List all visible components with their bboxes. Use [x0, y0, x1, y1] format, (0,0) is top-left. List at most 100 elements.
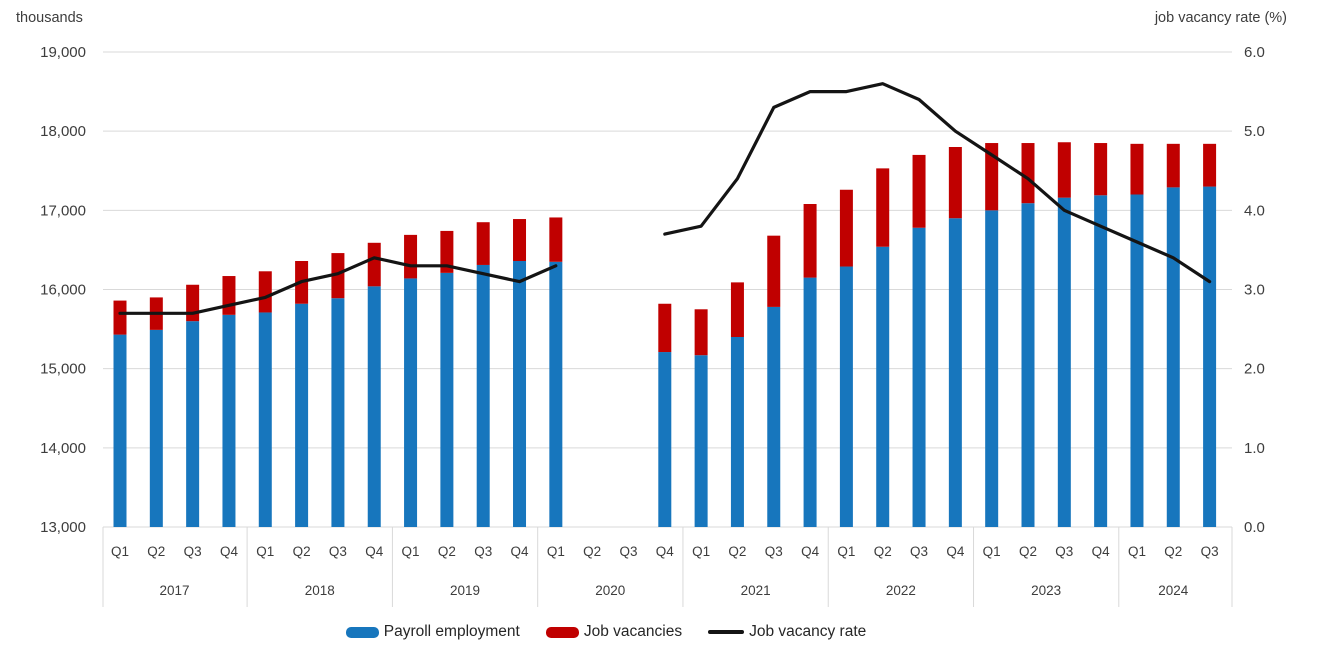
left-axis-tick-label: 13,000	[40, 519, 86, 536]
right-axis-title: job vacancy rate (%)	[1154, 10, 1287, 26]
job-vacancies-bar	[1130, 143, 1144, 195]
x-axis-quarter-label: Q4	[365, 544, 384, 559]
payroll-employment-bar	[513, 261, 527, 527]
x-axis-year-label: 2022	[886, 583, 916, 598]
payroll-employment-bar	[658, 352, 672, 527]
job-vacancies-bar	[730, 282, 744, 337]
x-axis-quarter-label: Q3	[765, 544, 783, 559]
payroll-employment-bar	[404, 278, 418, 527]
job-vacancies-bar	[476, 222, 490, 265]
right-axis-tick-label: 6.0	[1244, 44, 1265, 61]
payroll-employment-bar	[149, 329, 163, 527]
job-vacancies-swatch-icon	[545, 626, 579, 638]
left-axis-tick-label: 19,000	[40, 44, 86, 61]
job-vacancy-rate-line	[663, 82, 1212, 284]
right-axis-tick-label: 3.0	[1244, 282, 1265, 299]
payroll-employment-bar	[985, 210, 999, 528]
x-axis-quarter-label: Q2	[1019, 544, 1037, 559]
payroll-employment-bar	[1021, 203, 1035, 528]
x-axis-quarter-label: Q4	[946, 544, 965, 559]
job-vacancies-bar	[985, 143, 999, 211]
job-vacancies-bar	[549, 217, 563, 262]
x-axis-quarter-label: Q2	[1164, 544, 1182, 559]
job-vacancies-bar	[222, 276, 236, 315]
left-axis-tick-label: 18,000	[40, 123, 86, 140]
legend-item-job-vacancy-rate: Job vacancy rate	[708, 623, 866, 641]
x-axis-quarter-label: Q1	[1128, 544, 1146, 559]
x-axis-quarter-label: Q1	[402, 544, 420, 559]
x-axis-quarter-label: Q2	[293, 544, 311, 559]
left-axis-tick-label: 15,000	[40, 361, 86, 378]
x-axis-year-label: 2019	[450, 583, 480, 598]
x-axis-quarter-label: Q4	[656, 544, 675, 559]
payroll-employment-bar	[258, 312, 272, 527]
job-vacancies-bar	[404, 234, 418, 279]
job-vacancies-bar	[1203, 143, 1217, 187]
x-axis-quarter-label: Q4	[1092, 544, 1111, 559]
legend-label-job-vacancy-rate: Job vacancy rate	[749, 623, 867, 640]
payroll-employment-bar	[113, 334, 127, 527]
payroll-employment-bar	[1203, 186, 1217, 528]
x-axis-year-label: 2018	[305, 583, 335, 598]
payroll-employment-bar	[1057, 197, 1071, 527]
right-axis-tick-label: 4.0	[1244, 202, 1265, 219]
payroll-employment-bar	[222, 314, 236, 527]
x-axis-quarter-label: Q2	[874, 544, 892, 559]
x-axis-quarter-label: Q1	[692, 544, 710, 559]
job-vacancies-bar	[658, 303, 672, 353]
payroll-employment-bar	[876, 246, 890, 527]
x-axis-quarter-label: Q2	[583, 544, 601, 559]
payroll-employment-swatch-icon	[345, 626, 379, 638]
payroll-employment-bar	[440, 272, 454, 527]
payroll-employment-bar	[1094, 195, 1108, 527]
job-vacancies-bar	[803, 204, 817, 278]
job-vacancies-bar	[1057, 142, 1071, 198]
job-vacancy-rate-line-icon	[708, 630, 745, 634]
job-vacancies-bar	[948, 147, 962, 219]
payroll-employment-bar	[549, 261, 563, 527]
job-vacancies-bar	[767, 235, 781, 307]
job-vacancies-bar	[1094, 143, 1108, 196]
x-axis-quarter-label: Q1	[837, 544, 855, 559]
x-axis-year-label: 2024	[1158, 583, 1189, 598]
x-axis-quarter-label: Q2	[728, 544, 746, 559]
x-axis-quarter-label: Q2	[147, 544, 165, 559]
legend-item-payroll-employment: Payroll employment	[345, 623, 520, 641]
x-axis-quarter-label: Q3	[1201, 544, 1219, 559]
x-axis-year-label: 2017	[159, 583, 189, 598]
payroll-employment-bar	[1130, 194, 1144, 527]
x-axis-quarter-label: Q4	[511, 544, 530, 559]
x-axis-year-label: 2023	[1031, 583, 1061, 598]
x-axis-quarter-label: Q1	[547, 544, 565, 559]
payroll-employment-bar	[803, 277, 817, 527]
job-vacancies-bar	[440, 230, 454, 273]
right-axis-tick-label: 1.0	[1244, 440, 1265, 457]
x-axis-quarter-label: Q1	[111, 544, 129, 559]
left-axis-tick-label: 17,000	[40, 202, 86, 219]
payroll-employment-bar	[1166, 187, 1180, 527]
payroll-employment-bar	[367, 286, 381, 527]
job-vacancies-bar	[186, 284, 200, 322]
job-vacancies-bar	[839, 189, 853, 267]
chart-canvas: 19,000 6.0 18,000 5.0 17,000 4.0 16,000 3.0 15,0…	[40, 44, 1265, 607]
x-axis-quarter-label: Q3	[474, 544, 492, 559]
x-axis-quarter-label: Q2	[438, 544, 456, 559]
x-axis-quarter-label: Q4	[220, 544, 239, 559]
x-axis-quarter-label: Q3	[910, 544, 928, 559]
job-vacancies-bar	[513, 219, 527, 261]
right-axis-tick-label: 0.0	[1244, 519, 1265, 536]
x-axis-quarter-label: Q3	[329, 544, 347, 559]
payroll-employment-bar	[948, 218, 962, 527]
legend: Payroll employment Job vacancies Job vac…	[0, 623, 1212, 641]
x-axis-quarter-label: Q4	[801, 544, 820, 559]
legend-label-job-vacancies: Job vacancies	[583, 623, 683, 640]
payroll-employment-bar	[331, 298, 345, 527]
job-vacancies-bar	[367, 242, 381, 287]
payroll-employment-bar	[730, 337, 744, 527]
payroll-employment-bar	[839, 266, 853, 527]
payroll-employment-bar	[694, 355, 708, 527]
job-vacancies-bar	[1021, 143, 1035, 204]
job-vacancies-bar	[258, 271, 272, 313]
payroll-employment-bar	[767, 306, 781, 527]
